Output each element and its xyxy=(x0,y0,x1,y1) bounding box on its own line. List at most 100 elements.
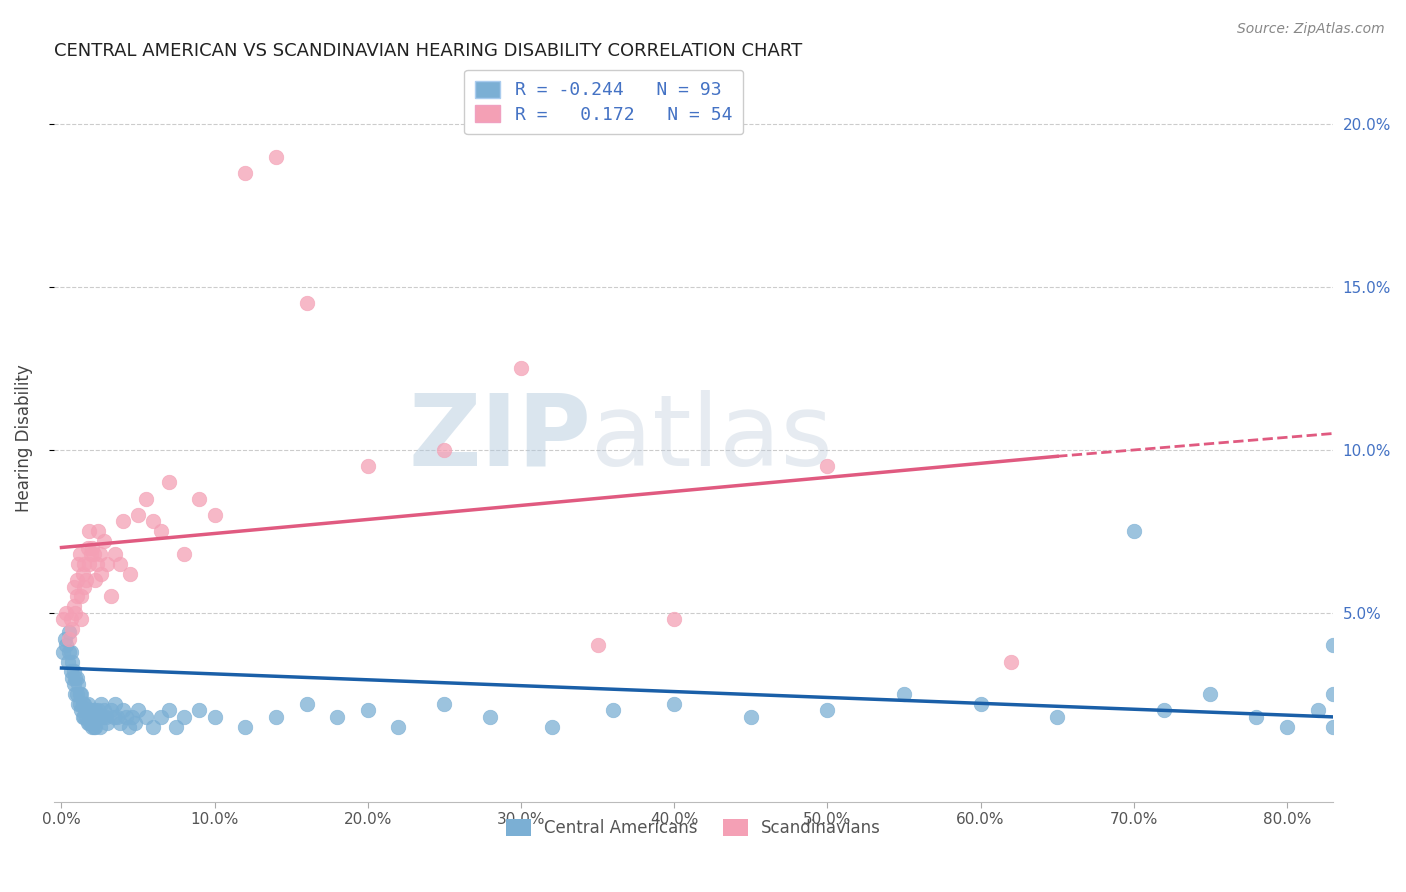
Point xyxy=(58,632,80,646)
Point xyxy=(91,710,114,724)
Point xyxy=(82,703,104,717)
Point xyxy=(65,606,87,620)
Point xyxy=(150,524,173,539)
Point xyxy=(586,638,609,652)
Point xyxy=(264,710,287,724)
Point xyxy=(295,697,318,711)
Point xyxy=(55,638,77,652)
Point xyxy=(62,665,84,679)
Text: Source: ZipAtlas.com: Source: ZipAtlas.com xyxy=(1237,22,1385,37)
Point xyxy=(59,612,82,626)
Point xyxy=(83,710,105,724)
Point xyxy=(69,687,91,701)
Point xyxy=(157,703,180,717)
Point xyxy=(540,720,562,734)
Point xyxy=(104,547,127,561)
Point xyxy=(150,710,173,724)
Point xyxy=(70,612,93,626)
Point xyxy=(73,697,96,711)
Point xyxy=(105,710,128,724)
Point xyxy=(70,687,93,701)
Point xyxy=(67,677,90,691)
Point xyxy=(127,508,149,522)
Point xyxy=(89,547,111,561)
Point xyxy=(76,716,98,731)
Point xyxy=(75,710,97,724)
Point xyxy=(58,625,80,640)
Point xyxy=(479,710,502,724)
Point xyxy=(76,697,98,711)
Point xyxy=(157,475,180,490)
Point xyxy=(75,573,97,587)
Point xyxy=(60,655,83,669)
Point xyxy=(70,590,93,604)
Point xyxy=(433,697,456,711)
Point xyxy=(510,361,533,376)
Point xyxy=(53,632,76,646)
Point xyxy=(70,703,93,717)
Point xyxy=(67,697,90,711)
Point xyxy=(969,697,991,711)
Point xyxy=(204,508,226,522)
Point xyxy=(77,703,100,717)
Point xyxy=(1306,703,1329,717)
Point xyxy=(108,716,131,731)
Point xyxy=(1246,710,1268,724)
Point xyxy=(1322,720,1344,734)
Point xyxy=(89,720,111,734)
Point xyxy=(76,541,98,555)
Point xyxy=(66,687,89,701)
Point xyxy=(79,710,101,724)
Point xyxy=(188,491,211,506)
Point xyxy=(75,703,97,717)
Point xyxy=(100,590,122,604)
Point xyxy=(79,716,101,731)
Y-axis label: Hearing Disability: Hearing Disability xyxy=(15,365,32,512)
Point xyxy=(103,710,125,724)
Point xyxy=(204,710,226,724)
Point xyxy=(69,697,91,711)
Point xyxy=(83,547,105,561)
Point xyxy=(165,720,187,734)
Point xyxy=(602,703,624,717)
Point xyxy=(326,710,349,724)
Point xyxy=(89,710,111,724)
Point xyxy=(815,703,838,717)
Point xyxy=(82,720,104,734)
Point xyxy=(357,459,380,474)
Point xyxy=(664,612,686,626)
Point xyxy=(66,590,89,604)
Point xyxy=(96,557,118,571)
Point xyxy=(62,599,84,614)
Point xyxy=(104,697,127,711)
Point xyxy=(1275,720,1298,734)
Point xyxy=(87,524,110,539)
Point xyxy=(124,716,146,731)
Point xyxy=(86,557,108,571)
Point xyxy=(100,703,122,717)
Point xyxy=(59,645,82,659)
Point xyxy=(82,541,104,555)
Point xyxy=(1122,524,1144,539)
Point xyxy=(90,566,112,581)
Point xyxy=(740,710,762,724)
Point xyxy=(121,710,143,724)
Point xyxy=(84,703,107,717)
Legend: Central Americans, Scandinavians: Central Americans, Scandinavians xyxy=(499,813,887,844)
Point xyxy=(664,697,686,711)
Point xyxy=(111,515,134,529)
Point xyxy=(1046,710,1069,724)
Point xyxy=(72,710,94,724)
Point xyxy=(93,533,115,548)
Point xyxy=(1322,638,1344,652)
Point xyxy=(135,710,157,724)
Point xyxy=(433,442,456,457)
Point xyxy=(1199,687,1222,701)
Point xyxy=(67,557,90,571)
Point xyxy=(127,703,149,717)
Point xyxy=(114,710,136,724)
Point xyxy=(815,459,838,474)
Point xyxy=(62,580,84,594)
Point xyxy=(96,716,118,731)
Text: CENTRAL AMERICAN VS SCANDINAVIAN HEARING DISABILITY CORRELATION CHART: CENTRAL AMERICAN VS SCANDINAVIAN HEARING… xyxy=(53,42,801,60)
